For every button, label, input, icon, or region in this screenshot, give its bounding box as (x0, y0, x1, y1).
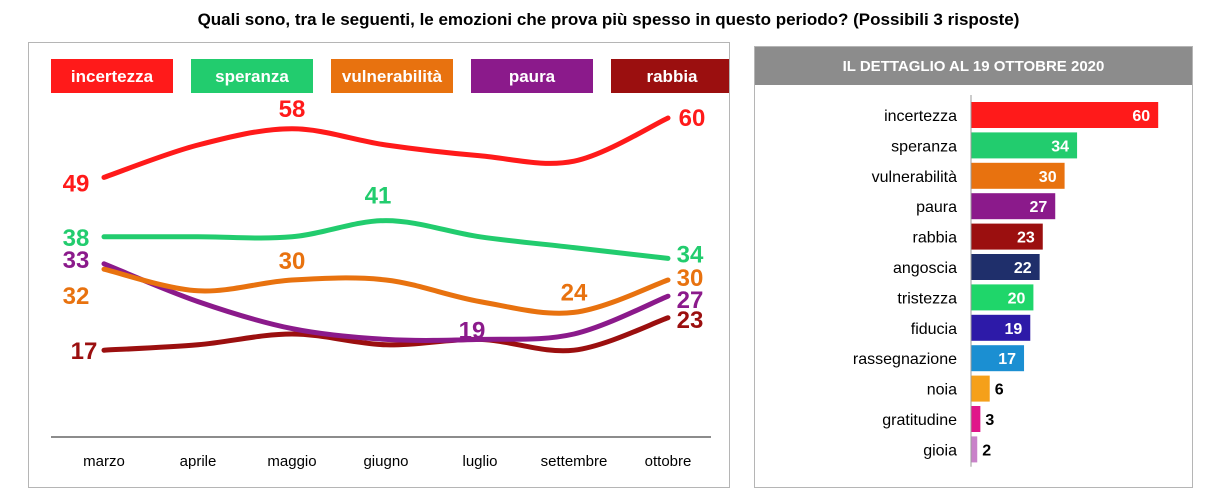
bar-value-label: 27 (1029, 199, 1047, 216)
data-label-paura: 33 (63, 247, 90, 274)
x-tick-label: maggio (267, 453, 316, 470)
bar (971, 406, 981, 432)
bar-value-label: 60 (1132, 108, 1150, 125)
bar (971, 102, 1159, 128)
data-label-paura: 27 (677, 287, 704, 314)
data-label-rabbia: 23 (677, 307, 704, 334)
legend-label: speranza (215, 67, 289, 86)
bar (971, 314, 1031, 341)
legend-label: incertezza (71, 67, 154, 86)
bar-row-noia: noia 6 (927, 375, 1004, 402)
data-label-vulnerabilita: 24 (561, 279, 588, 306)
bar-category-label: angoscia (893, 260, 957, 277)
bar-value-label: 17 (998, 351, 1016, 368)
bar-value-label: 22 (1014, 260, 1032, 277)
bar-row-fiducia: fiducia 19 (911, 314, 1031, 341)
bar-category-label: noia (927, 382, 957, 399)
bar-row-angoscia: angoscia 22 (893, 254, 1040, 280)
bar-category-label: rabbia (913, 230, 958, 247)
bar-category-label: paura (916, 199, 957, 216)
legend-swatch (611, 59, 733, 93)
data-label-paura: 19 (459, 317, 486, 344)
legend-swatch (51, 59, 173, 93)
line-chart-panel: incertezza speranza vulnerabilità paura rabb… (28, 42, 733, 488)
legend-swatch (191, 59, 313, 93)
bar-category-label: gioia (923, 442, 957, 459)
bar-category-label: vulnerabilità (872, 169, 957, 186)
bar-value-label: 20 (1008, 290, 1026, 307)
bar-row-gioia: gioia 2 (923, 436, 991, 463)
bar-row-tristezza: tristezza 20 (897, 284, 1034, 311)
bar (971, 284, 1034, 311)
bar-value-label: 34 (1051, 138, 1069, 155)
data-label-speranza: 34 (677, 241, 704, 268)
x-tick-label: luglio (462, 453, 497, 470)
legend-swatch (331, 59, 453, 93)
bar-value-label: 6 (995, 382, 1004, 399)
data-label-incertezza: 58 (279, 96, 306, 123)
bar (971, 345, 1025, 372)
bar-chart: incertezza 60 speranza 34 vulnerabilità 30 pau… (853, 95, 1159, 467)
series-line-speranza (101, 218, 671, 261)
bar (971, 162, 1065, 189)
bar (971, 375, 990, 402)
data-label-incertezza: 49 (63, 170, 90, 197)
legend-label: rabbia (646, 67, 698, 86)
line-chart: incertezza speranza vulnerabilità paura rabb… (51, 59, 733, 470)
bar-row-speranza: speranza 34 (891, 132, 1078, 159)
legend-item-paura: paura (471, 59, 593, 93)
legend-item-speranza: speranza (191, 59, 313, 93)
bar (971, 223, 1043, 250)
series-line-paura (101, 261, 671, 343)
bar-category-label: incertezza (884, 108, 957, 125)
bar-value-label: 3 (985, 412, 994, 429)
series-line-incertezza (101, 115, 671, 180)
bar (971, 132, 1078, 159)
detail-header: IL DETTAGLIO AL 19 OTTOBRE 2020 (755, 47, 1192, 85)
data-label-incertezza: 60 (679, 105, 706, 132)
legend-label: vulnerabilità (342, 67, 443, 86)
legend-item-incertezza: incertezza (51, 59, 173, 93)
series-line-vulnerabilita (101, 266, 671, 316)
data-label-rabbia: 17 (71, 338, 98, 365)
bar-category-label: fiducia (911, 321, 957, 338)
data-label-speranza: 41 (365, 183, 392, 210)
bar-row-paura: paura 27 (916, 193, 1056, 220)
bar-value-label: 2 (982, 442, 991, 459)
legend-item-rabbia: rabbia (611, 59, 733, 93)
bar-value-label: 23 (1017, 230, 1035, 247)
x-tick-label: aprile (180, 453, 217, 470)
bar (971, 254, 1040, 280)
bar (971, 436, 978, 463)
series-line-rabbia (101, 315, 671, 354)
data-label-speranza: 38 (63, 225, 90, 252)
legend-swatch (471, 59, 593, 93)
data-label-vulnerabilita: 30 (677, 265, 704, 292)
x-tick-label: ottobre (645, 453, 692, 470)
legend-item-vulnerabilita: vulnerabilità (331, 59, 453, 93)
data-label-vulnerabilita: 32 (63, 283, 90, 310)
bar-row-vulnerabilita: vulnerabilità 30 (872, 162, 1065, 189)
bar-category-label: speranza (891, 138, 957, 155)
bar (971, 193, 1056, 220)
bar-category-label: tristezza (897, 290, 957, 307)
legend-label: paura (509, 67, 556, 86)
x-tick-label: giugno (363, 453, 408, 470)
detail-panel: IL DETTAGLIO AL 19 OTTOBRE 2020 incertez… (754, 46, 1193, 488)
bar-category-label: gratitudine (882, 412, 957, 429)
bar-row-rabbia: rabbia 23 (913, 223, 1043, 250)
data-label-vulnerabilita: 30 (279, 248, 306, 275)
x-tick-label: settembre (541, 453, 608, 470)
x-tick-label: marzo (83, 453, 125, 470)
bar-category-label: rassegnazione (853, 351, 957, 368)
bar-value-label: 30 (1039, 169, 1057, 186)
bar-row-rassegnazione: rassegnazione 17 (853, 345, 1025, 372)
bar-value-label: 19 (1004, 321, 1022, 338)
bar-row-gratitudine: gratitudine 3 (882, 406, 994, 432)
chart-title: Quali sono, tra le seguenti, le emozioni… (197, 10, 1020, 29)
bar-row-incertezza: incertezza 60 (884, 102, 1159, 128)
